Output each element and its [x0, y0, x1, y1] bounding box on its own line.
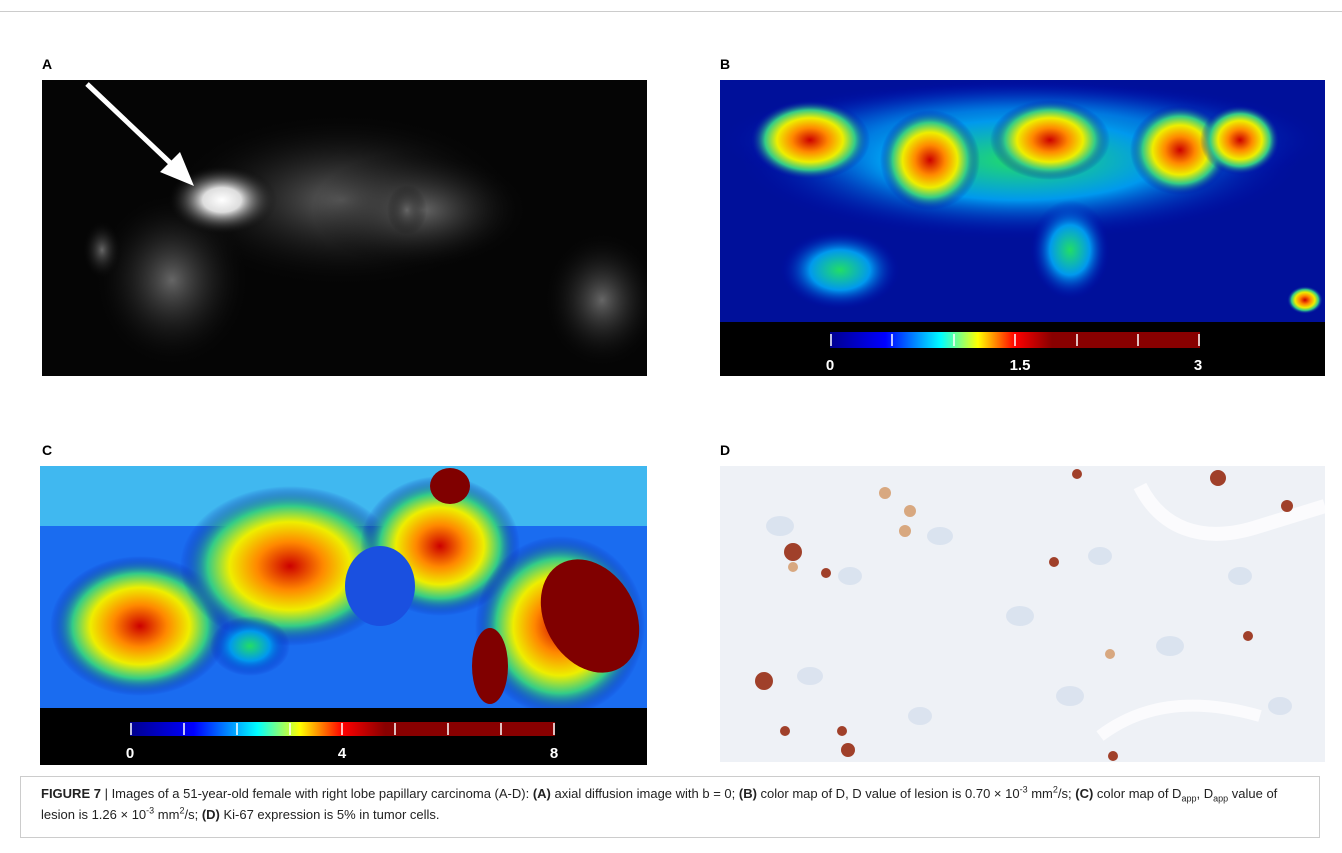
caption-text: (C) [1075, 786, 1093, 801]
caption-text: app [1181, 794, 1196, 804]
panel-c-image: 0 4 8 [40, 466, 647, 765]
caption-text: /s; [1058, 786, 1075, 801]
colorbar-tick-label: 1.5 [1010, 357, 1031, 374]
caption-text: mm [1028, 786, 1053, 801]
caption-text: FIGURE 7 [41, 786, 101, 801]
colorbar-tick-label: 0 [126, 745, 134, 762]
caption-text: (D) [202, 807, 220, 822]
caption-text: axial diffusion image with b = 0; [551, 786, 739, 801]
caption-text: color map of D, D value of lesion is 0.7… [757, 786, 1020, 801]
figure-caption: FIGURE 7 | Images of a 51-year-old femal… [20, 776, 1320, 838]
caption-text: app [1213, 794, 1228, 804]
page: A B 0 1.5 3 C [0, 0, 1342, 853]
caption-text: -3 [1020, 785, 1028, 795]
panel-label: D [720, 442, 730, 458]
panel-label: B [720, 56, 730, 72]
caption-text: -3 [146, 806, 154, 816]
caption-text: color map of D [1093, 786, 1181, 801]
panel-label: A [42, 56, 52, 72]
colorbar-tick-label: 0 [826, 357, 834, 374]
caption-text: (B) [739, 786, 757, 801]
top-rule [0, 11, 1342, 12]
panel-d-image [720, 466, 1325, 762]
caption-text: | Images of a 51-year-old female with ri… [101, 786, 533, 801]
caption-text: /s; [184, 807, 201, 822]
colorbar-tick-label: 8 [550, 745, 558, 762]
panel-a-image [42, 80, 647, 376]
colorbar-tick-label: 4 [338, 745, 347, 762]
caption-text: , D [1196, 786, 1213, 801]
panel-label: C [42, 442, 52, 458]
caption-text: Ki-67 expression is 5% in tumor cells. [220, 807, 440, 822]
colorbar-tick-label: 3 [1194, 357, 1202, 374]
panel-b-image: 0 1.5 3 [720, 80, 1325, 376]
caption-text: (A) [533, 786, 551, 801]
caption-text: mm [154, 807, 179, 822]
